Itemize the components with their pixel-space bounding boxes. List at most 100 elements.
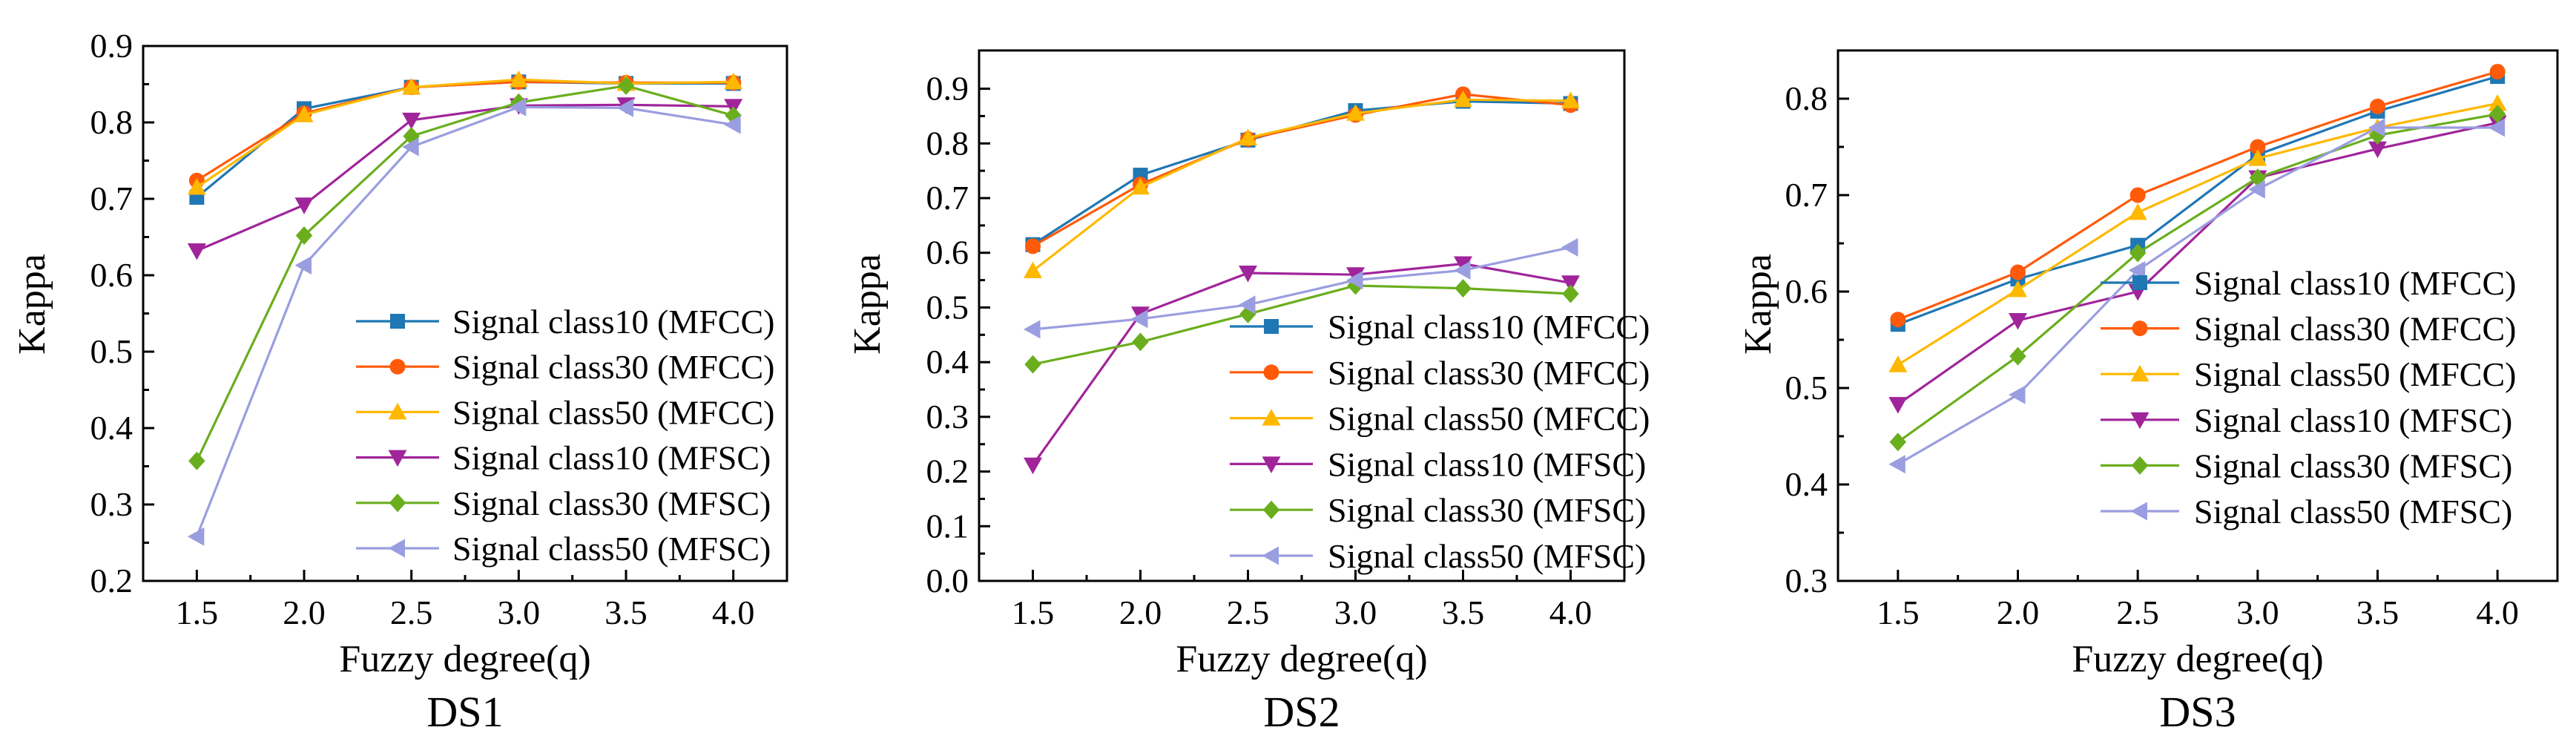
data-point	[1888, 355, 1908, 372]
data-point	[1131, 309, 1148, 329]
legend-marker	[2132, 275, 2147, 290]
data-point	[1888, 455, 1905, 474]
x-tick-label: 2.5	[2116, 594, 2159, 631]
legend-label: Signal class30 (MFCC)	[2194, 310, 2516, 348]
series-line	[1032, 98, 1571, 272]
legend-label: Signal class30 (MFSC)	[2194, 447, 2512, 484]
x-axis-title: Fuzzy degree(q)	[1176, 638, 1427, 680]
legend: Signal class10 (MFCC) Signal class30 (MFC…	[1230, 308, 1650, 575]
legend-marker	[390, 314, 405, 329]
panel-title: DS1	[426, 688, 503, 736]
data-point	[295, 226, 313, 245]
series-line	[1032, 246, 1571, 331]
data-point	[1025, 238, 1041, 254]
legend-marker	[2131, 456, 2149, 475]
data-point	[2248, 180, 2265, 199]
legend-marker	[1264, 319, 1279, 334]
data-point	[1024, 457, 1042, 475]
legend-label: Signal class50 (MFSC)	[2194, 493, 2512, 530]
x-tick-label: 4.0	[2476, 594, 2519, 631]
panel-title: DS2	[1263, 688, 1340, 736]
x-tick-label: 3.5	[605, 594, 648, 631]
legend-label: Signal class50 (MFSC)	[1328, 537, 1646, 575]
legend-marker	[2130, 412, 2150, 430]
data-point	[2488, 118, 2506, 137]
series-line	[1032, 93, 1571, 248]
legend-label: Signal class30 (MFSC)	[1328, 491, 1646, 529]
data-point	[1239, 295, 1256, 315]
x-tick-label: 2.5	[1227, 594, 1270, 631]
series-line	[1897, 70, 2498, 321]
x-axis-title: Fuzzy degree(q)	[2072, 638, 2323, 680]
y-axis-title: Kappa	[846, 254, 889, 355]
data-point	[1024, 320, 1041, 339]
data-point	[2250, 139, 2266, 155]
legend-label: Signal class10 (MFSC)	[452, 439, 771, 477]
data-point	[617, 76, 635, 96]
legend-label: Signal class50 (MFCC)	[2194, 355, 2516, 393]
data-point	[1024, 261, 1042, 279]
x-tick-label: 3.5	[2356, 594, 2399, 631]
series-line	[1032, 284, 1571, 366]
data-point	[1562, 284, 1579, 303]
data-point	[1346, 104, 1365, 121]
legend-label: Signal class10 (MFCC)	[1328, 308, 1650, 346]
legend-marker	[2130, 364, 2150, 382]
series-line	[1897, 113, 2498, 444]
y-tick-label: 0.8	[90, 103, 134, 141]
data-point	[1889, 433, 1907, 452]
legend-label: Signal class10 (MFSC)	[1328, 445, 1646, 483]
series-line	[196, 80, 734, 199]
series-1	[1025, 93, 1578, 252]
data-point	[2009, 313, 2027, 330]
data-point	[402, 78, 421, 95]
series-6	[1024, 237, 1578, 339]
series-3	[187, 70, 743, 195]
y-tick-label: 0.6	[926, 234, 969, 272]
data-point	[2009, 346, 2026, 366]
legend-marker	[388, 539, 405, 558]
x-tick-label: 2.5	[390, 594, 433, 631]
series-line	[1897, 102, 2498, 367]
data-point	[1888, 397, 1908, 414]
legend-label: Signal class30 (MFCC)	[452, 348, 774, 386]
series-2	[1025, 86, 1578, 254]
data-point	[2368, 141, 2387, 159]
legend-marker	[1262, 456, 1281, 473]
y-tick-label: 0.7	[90, 180, 134, 217]
x-tick-label: 3.0	[2236, 594, 2279, 631]
y-axis-title: Kappa	[11, 254, 53, 355]
x-axis-title: Fuzzy degree(q)	[339, 638, 590, 680]
legend-marker	[389, 358, 406, 375]
series-2	[188, 73, 742, 188]
data-point	[1454, 90, 1472, 108]
y-tick-label: 0.1	[926, 507, 969, 545]
series-5	[1889, 105, 2506, 452]
series-line	[196, 103, 734, 252]
y-tick-label: 0.4	[90, 409, 134, 447]
x-tick-label: 4.0	[1549, 594, 1592, 631]
data-point	[616, 98, 633, 117]
data-point	[1239, 266, 1257, 283]
y-tick-label: 0.9	[90, 27, 134, 65]
data-point	[402, 112, 421, 130]
series-4	[187, 97, 743, 260]
y-tick-label: 0.9	[926, 70, 969, 108]
data-point	[187, 527, 205, 546]
y-tick-label: 0.3	[1785, 562, 1828, 599]
series-line	[1032, 99, 1571, 246]
legend-marker	[2130, 502, 2147, 521]
x-tick-label: 1.5	[1012, 594, 1055, 631]
y-tick-label: 0.2	[90, 562, 134, 599]
y-tick-label: 0.2	[926, 453, 969, 490]
legend-marker	[1262, 546, 1279, 565]
data-point	[2009, 280, 2027, 298]
series-2	[1890, 64, 2506, 328]
legend-marker	[388, 402, 407, 420]
legend-marker	[1263, 364, 1279, 381]
data-point	[294, 105, 314, 122]
data-point	[1131, 177, 1150, 195]
chart-panel-ds1: 0.2 0.3 0.4 0.5 0.6 0.7 0.8 0.9 1.5 2.0 2.5 3.0 3.5 4…	[11, 27, 788, 736]
series-line	[195, 105, 734, 537]
